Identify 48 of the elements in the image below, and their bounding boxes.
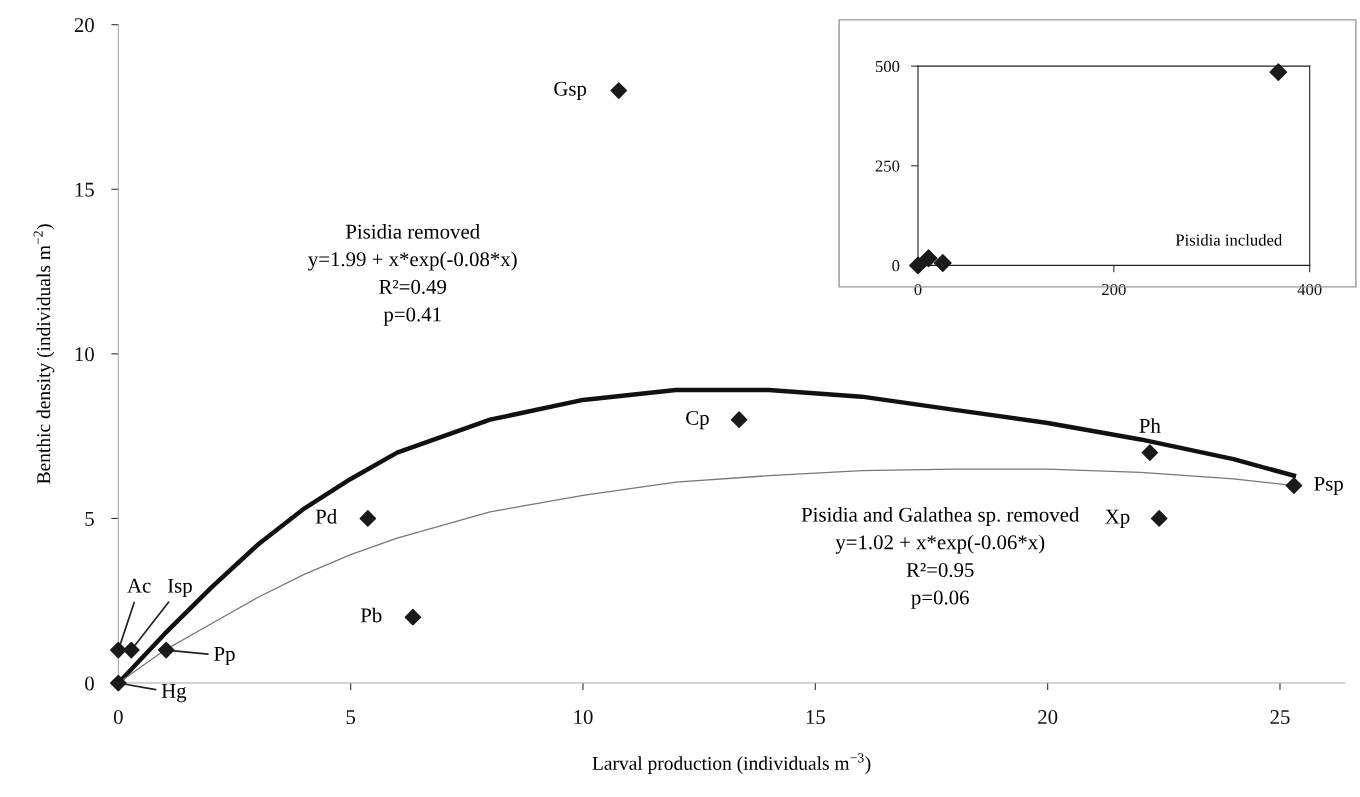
- x-tick-label: 0: [914, 283, 922, 296]
- x-tick-label: 400: [1297, 283, 1322, 296]
- point: [110, 674, 127, 692]
- y-tick-label: 250: [875, 160, 900, 172]
- point: [1150, 510, 1168, 527]
- annotation: Hg: [161, 684, 187, 703]
- annotation: Pd: [315, 509, 337, 524]
- point: [919, 249, 938, 268]
- annotation: Xp: [1105, 509, 1130, 528]
- point: [909, 256, 927, 275]
- point: [730, 411, 748, 429]
- annotation: Cp: [686, 410, 709, 430]
- point: [157, 641, 175, 659]
- x-tick-label: 0: [113, 710, 123, 725]
- x-tick-label: 15: [806, 710, 825, 725]
- point: [359, 510, 377, 527]
- x-tick-label: 20: [1038, 710, 1058, 725]
- y-tick-label: 5: [85, 512, 94, 526]
- point: [610, 82, 628, 99]
- annotation: Pp: [214, 647, 235, 666]
- point: [110, 641, 127, 659]
- x-axis-title: Larval production (individuals m$^{−3}$): [592, 753, 871, 774]
- point: [1269, 63, 1288, 82]
- x-tick-label: 5: [346, 710, 356, 725]
- y-tick-label: 500: [875, 60, 900, 73]
- annotation: Ph: [1139, 418, 1161, 433]
- point: [933, 254, 952, 272]
- point: [404, 608, 422, 626]
- point: [1141, 444, 1159, 461]
- x-tick-label: 200: [1102, 283, 1126, 296]
- point: [1285, 477, 1303, 494]
- y-tick-label: 15: [75, 182, 94, 197]
- x-tick-label: 25: [1270, 710, 1290, 725]
- y-tick-label: 0: [892, 260, 900, 272]
- annotation: Pisidia and Galathea sp. removed y=1.02 + x*exp(-0.06*x) R²=0.95 p=0.06: [801, 507, 1080, 609]
- y-tick-label: 20: [74, 18, 94, 33]
- annotation: Pb: [360, 607, 382, 623]
- y-tick-label: 0: [85, 676, 94, 691]
- annotation: Ac: [127, 578, 151, 593]
- point: [123, 641, 140, 659]
- annotation: Pisidia removed y=1.99 + x*exp(-0.08*x) R²=0.49 p=0.41: [308, 224, 517, 326]
- y-axis-title: Benthic density (individuals m$^{−2}$): [33, 224, 55, 484]
- y-tick-label: 10: [75, 347, 94, 362]
- x-tick-label: 10: [574, 710, 593, 725]
- annotation: Gsp: [554, 81, 587, 100]
- annotation: Pisidia included: [1175, 233, 1283, 246]
- annotation: Psp: [1314, 476, 1343, 495]
- annotation: Isp: [167, 578, 192, 598]
